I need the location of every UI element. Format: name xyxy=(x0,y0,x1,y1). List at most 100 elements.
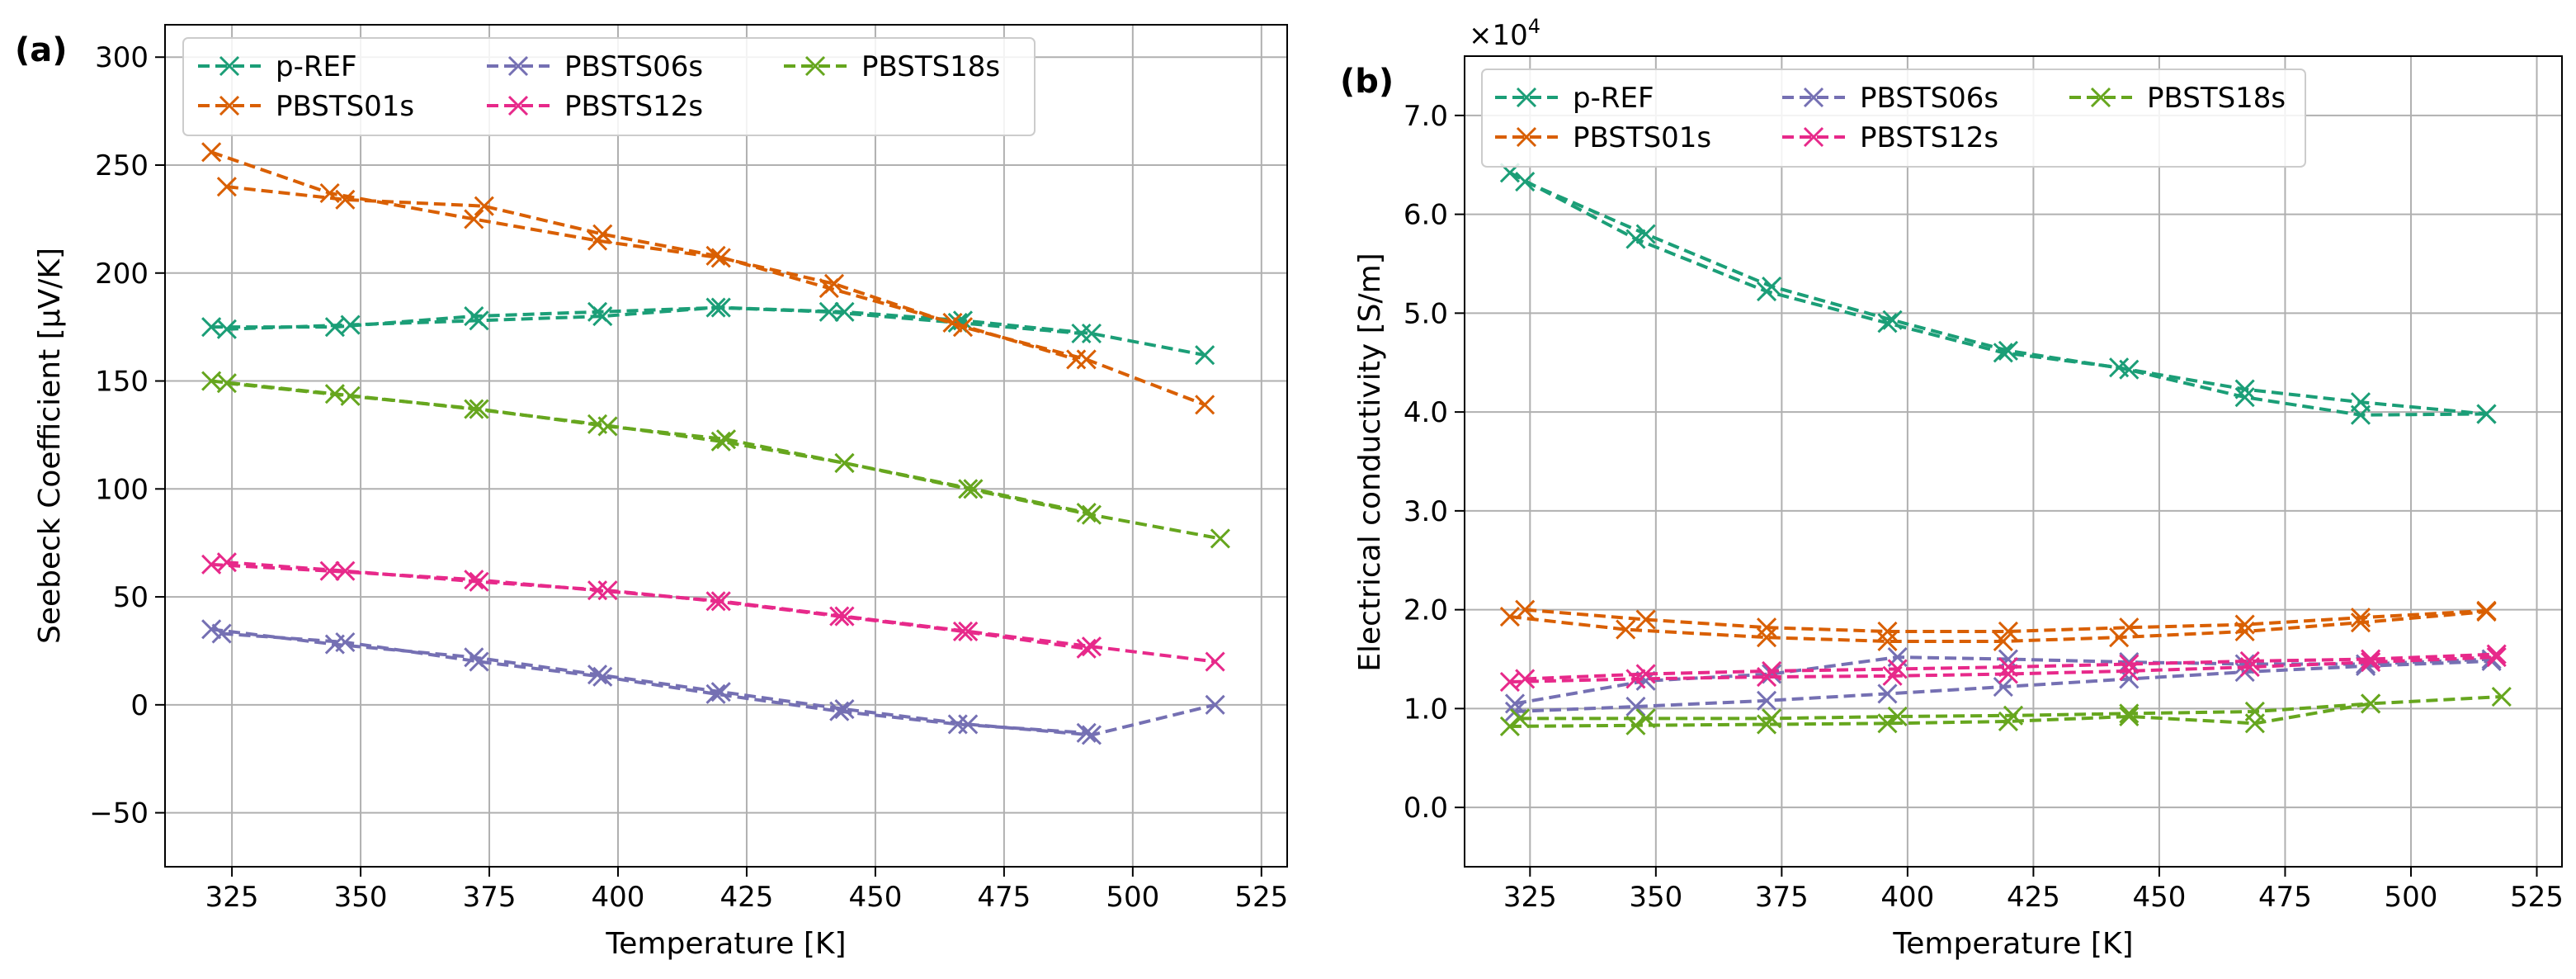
panel-a-series xyxy=(201,142,1230,745)
x-tick-label: 450 xyxy=(2132,881,2186,914)
data-point xyxy=(1998,340,2018,361)
data-point xyxy=(469,571,489,592)
x-tick-label: 325 xyxy=(1503,881,1557,914)
series-PBSTS18s xyxy=(201,371,1230,549)
data-point xyxy=(2486,644,2507,664)
data-point xyxy=(335,189,356,210)
x-tick-label: 450 xyxy=(848,881,902,914)
data-point xyxy=(829,606,850,627)
data-point xyxy=(705,683,726,704)
data-point xyxy=(1635,224,1656,244)
panel-b-scale-factor: ×104 xyxy=(1469,15,1540,52)
legend-item-PBSTS01s: PBSTS01s xyxy=(1495,121,1711,154)
y-tick-label: 1.0 xyxy=(1404,693,1448,726)
data-point xyxy=(201,619,222,640)
data-point xyxy=(1762,708,1782,729)
data-point xyxy=(592,224,613,244)
panel-b-x-axis-label: Temperature [K] xyxy=(1892,927,2133,961)
data-point xyxy=(1635,664,1656,684)
data-point xyxy=(1877,683,1898,704)
data-point xyxy=(1887,659,1908,679)
data-point xyxy=(2003,705,2024,726)
y-tick-label: 3.0 xyxy=(1404,495,1448,528)
legend-item-PBSTS18s: PBSTS18s xyxy=(784,50,1000,83)
data-point xyxy=(216,177,237,197)
data-point xyxy=(1066,349,1087,370)
data-point xyxy=(2486,647,2507,668)
legend-label: p-REF xyxy=(1573,82,1654,115)
legend-label: PBSTS18s xyxy=(2147,82,2286,115)
data-point xyxy=(2361,649,2381,669)
x-tick-label: 350 xyxy=(1629,881,1682,914)
data-point xyxy=(2239,650,2260,671)
data-point xyxy=(958,621,979,641)
data-point xyxy=(1076,349,1097,370)
y-tick-label: 0.0 xyxy=(1404,792,1448,825)
data-point xyxy=(2119,669,2140,689)
data-point xyxy=(335,560,356,581)
series-line xyxy=(1525,652,2497,681)
panel-b-scale-exponent: 4 xyxy=(1528,15,1540,38)
y-tick-label: 50 xyxy=(113,581,149,614)
legend-label: PBSTS12s xyxy=(564,90,703,123)
series-line xyxy=(1525,608,2487,633)
series-line xyxy=(226,560,1087,650)
data-point xyxy=(1998,657,2018,678)
data-point xyxy=(819,301,839,322)
data-point xyxy=(705,297,726,318)
data-point xyxy=(1998,621,2018,642)
x-tick-label: 475 xyxy=(977,881,1031,914)
legend-marker xyxy=(1516,126,1537,148)
series-PBSTS06s xyxy=(201,619,1225,745)
data-point xyxy=(834,301,855,322)
panel-b-scale-base: ×10 xyxy=(1469,19,1528,52)
data-point xyxy=(592,666,613,687)
legend-label: PBSTS01s xyxy=(1573,121,1711,154)
series-line xyxy=(226,381,1087,515)
series-PBSTS01s xyxy=(1499,599,2497,652)
y-tick-label: 200 xyxy=(95,258,149,291)
data-point xyxy=(1762,664,1782,684)
legend-box xyxy=(182,37,1036,136)
x-tick-label: 350 xyxy=(334,881,388,914)
x-tick-label: 500 xyxy=(2385,881,2438,914)
data-point xyxy=(1076,722,1097,743)
x-tick-label: 400 xyxy=(592,881,645,914)
series-line xyxy=(226,305,1082,335)
data-point xyxy=(710,682,731,702)
legend-marker xyxy=(1803,126,1824,148)
data-point xyxy=(1504,693,1526,714)
legend-item-p-REF: p-REF xyxy=(198,50,357,83)
panel-a-label: (a) xyxy=(15,31,68,69)
x-tick-label: 525 xyxy=(1234,881,1288,914)
panel-b-legend: p-REF PBSTS01s PBSTS06s PBSTS12s PBSTS18s xyxy=(1481,69,2306,168)
data-point xyxy=(1635,708,1656,729)
data-point xyxy=(1081,323,1102,344)
data-point xyxy=(319,560,340,581)
data-point xyxy=(819,278,839,299)
legend-label: PBSTS06s xyxy=(1860,82,1998,115)
data-point xyxy=(2234,379,2255,400)
data-point xyxy=(1616,619,1636,640)
data-point xyxy=(705,591,726,612)
panel-a-axes-frame xyxy=(164,24,1288,868)
data-point xyxy=(2361,652,2381,673)
data-point xyxy=(1081,636,1102,657)
series-PBSTS01s xyxy=(201,142,1215,415)
data-point xyxy=(597,580,618,601)
series-line xyxy=(226,185,1077,362)
x-tick-label: 475 xyxy=(2258,881,2312,914)
data-point xyxy=(2361,693,2381,714)
legend-marker xyxy=(507,95,529,116)
x-tick-label: 500 xyxy=(1106,881,1159,914)
data-point xyxy=(1210,528,1230,549)
series-p-REF xyxy=(201,297,1215,366)
panel-a-y-axis-label: Seebeck Coefficient [µV/K] xyxy=(33,248,67,644)
data-point xyxy=(942,312,963,333)
data-point xyxy=(597,416,618,437)
data-point xyxy=(705,245,726,266)
data-point xyxy=(1076,503,1097,523)
data-point xyxy=(201,142,222,163)
series-line xyxy=(221,631,1087,735)
data-point xyxy=(1625,696,1646,717)
